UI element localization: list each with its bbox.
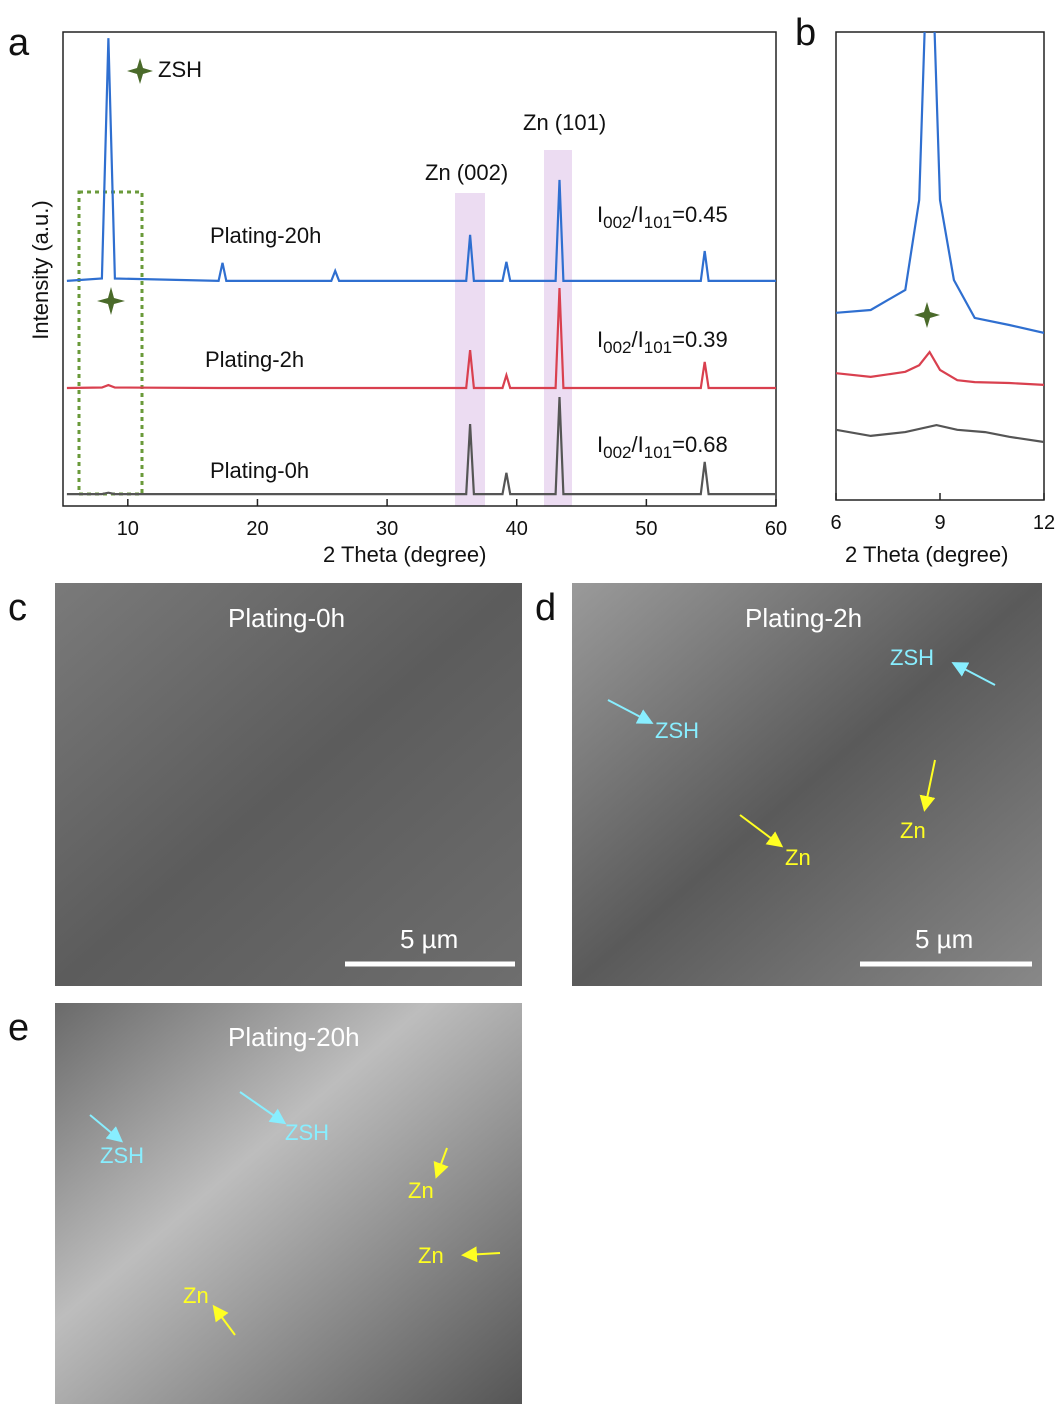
scale-label: 5 µm bbox=[400, 924, 458, 954]
image-title: Plating-0h bbox=[228, 603, 345, 633]
figure: a b c d e ZSH Zn (002) Zn (101) Plating-… bbox=[0, 0, 1060, 1404]
image-title: Plating-20h bbox=[228, 1022, 360, 1052]
ratio-part: /I bbox=[632, 432, 644, 457]
x-tick-label: 6 bbox=[830, 512, 841, 534]
panel-label: a bbox=[8, 22, 30, 64]
x-axis-label: 2 Theta (degree) bbox=[323, 542, 486, 567]
panel-label: d bbox=[535, 587, 556, 629]
xrd-trace bbox=[836, 352, 1044, 385]
ratio-part: 101 bbox=[644, 443, 672, 462]
panel-label: c bbox=[8, 587, 27, 629]
ratio-label: I002/I101=0.45 bbox=[597, 202, 728, 232]
image-annotation: Zn bbox=[183, 1283, 209, 1308]
image-annotation: Zn bbox=[418, 1243, 444, 1268]
plot-frame bbox=[836, 32, 1044, 500]
annotation: Zn (101) bbox=[523, 110, 606, 135]
x-tick-label: 9 bbox=[934, 512, 945, 534]
ratio-part: 002 bbox=[603, 213, 631, 232]
image-annotation: ZSH bbox=[890, 645, 934, 670]
y-axis-label: Intensity (a.u.) bbox=[28, 200, 53, 339]
annotation: ZSH bbox=[158, 57, 202, 82]
ratio-label: I002/I101=0.39 bbox=[597, 327, 728, 357]
x-tick-label: 30 bbox=[376, 518, 398, 540]
x-tick-label: 12 bbox=[1033, 512, 1055, 534]
ratio-part: 101 bbox=[644, 338, 672, 357]
ratio-part: =0.39 bbox=[672, 327, 728, 352]
sem-image bbox=[55, 1003, 522, 1404]
ratio-part: 002 bbox=[603, 338, 631, 357]
scale-label: 5 µm bbox=[915, 924, 973, 954]
series-label: Plating-20h bbox=[210, 223, 321, 248]
annotation: Zn (002) bbox=[425, 160, 508, 185]
plot-frame bbox=[63, 32, 776, 506]
x-tick-label: 40 bbox=[506, 518, 528, 540]
image-annotation: ZSH bbox=[100, 1143, 144, 1168]
traces bbox=[67, 38, 776, 494]
ratio-part: =0.45 bbox=[672, 202, 728, 227]
ratio-part: /I bbox=[632, 202, 644, 227]
star-icon bbox=[914, 302, 940, 328]
x-tick-label: 60 bbox=[765, 518, 787, 540]
image-annotation: ZSH bbox=[285, 1120, 329, 1145]
x-tick-label: 50 bbox=[635, 518, 657, 540]
image-annotation: Zn bbox=[408, 1178, 434, 1203]
series-label: Plating-2h bbox=[205, 347, 304, 372]
panel-label: e bbox=[8, 1007, 29, 1049]
ratio-part: =0.68 bbox=[672, 432, 728, 457]
xrd-trace bbox=[836, 425, 1044, 442]
image-annotation: ZSH bbox=[655, 718, 699, 743]
image-annotation: Zn bbox=[900, 818, 926, 843]
ratio-label: I002/I101=0.68 bbox=[597, 432, 728, 462]
zoom-box bbox=[79, 192, 142, 494]
x-tick-label: 10 bbox=[117, 518, 139, 540]
traces bbox=[836, 0, 1044, 442]
image-annotation: Zn bbox=[785, 845, 811, 870]
series-label: Plating-0h bbox=[210, 458, 309, 483]
x-tick-label: 20 bbox=[246, 518, 268, 540]
ratio-part: /I bbox=[632, 327, 644, 352]
panel-label: b bbox=[795, 12, 816, 54]
ratio-part: 002 bbox=[603, 443, 631, 462]
star-icon bbox=[97, 287, 125, 315]
x-axis-label: 2 Theta (degree) bbox=[845, 542, 1008, 567]
ratio-part: 101 bbox=[644, 213, 672, 232]
star-icon bbox=[127, 58, 153, 84]
xrd-trace bbox=[836, 0, 1044, 333]
image-title: Plating-2h bbox=[745, 603, 862, 633]
